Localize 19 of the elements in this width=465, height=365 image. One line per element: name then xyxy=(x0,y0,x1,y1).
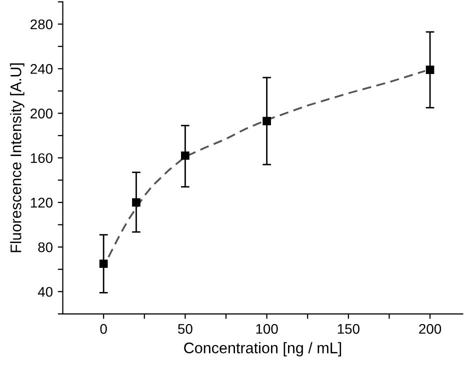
point xyxy=(181,151,190,160)
point xyxy=(132,198,140,207)
y-tick-label: 240 xyxy=(30,64,53,74)
y-tick-label: 80 xyxy=(38,242,53,252)
y-tick-label: 40 xyxy=(38,286,53,297)
x-tick-label: 50 xyxy=(178,324,192,334)
y-tick-label: 160 xyxy=(30,153,53,164)
point xyxy=(426,66,434,74)
point xyxy=(262,116,271,126)
point xyxy=(99,260,108,268)
y-tick-label: 200 xyxy=(30,108,53,118)
x-axis-title: Concentration [ng / mL] xyxy=(184,342,342,356)
x-tick-label: 200 xyxy=(419,324,442,334)
x-tick-label: 150 xyxy=(338,324,360,334)
x-tick-label: 100 xyxy=(256,324,278,334)
y-tick-label: 120 xyxy=(30,198,53,208)
y-tick-label: 280 xyxy=(30,19,53,30)
y-axis-title: Fluorescence Intensity [A.U] xyxy=(10,63,24,252)
x-tick-label: 0 xyxy=(100,324,107,334)
